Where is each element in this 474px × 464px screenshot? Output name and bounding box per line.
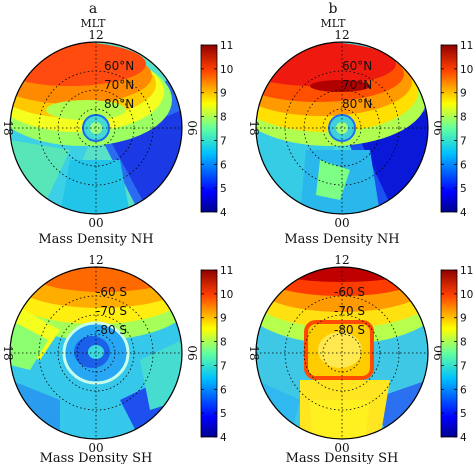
mlt-label-a: MLT — [80, 17, 106, 30]
latitude-label: -70 S — [96, 304, 127, 318]
latitude-label: 70°N — [104, 78, 134, 92]
colorbar-tick-label: 5 — [220, 408, 227, 420]
polar-plot-b-sh: 12 00 18 06 -60 S -70 S -80 S Mass Densi… — [247, 253, 473, 464]
colorbar-tick-label: 7 — [220, 360, 227, 372]
mlt-00: 00 — [88, 216, 103, 230]
colorbar — [200, 269, 218, 438]
colorbar-tick-label: 5 — [220, 183, 227, 195]
mlt-12: 12 — [88, 253, 103, 267]
colorbar — [200, 44, 218, 213]
grid-lines — [10, 267, 182, 439]
grid-lines — [256, 42, 428, 214]
polar-plot-b-nh: 12 00 18 06 60°N 70°N 80°N Mass Density … — [247, 28, 473, 247]
mlt-18: 18 — [247, 120, 261, 135]
colorbar-tick-label: 4 — [220, 207, 227, 219]
colorbar-tick-label: 6 — [220, 159, 227, 171]
colorbar-tick-label: 10 — [460, 64, 473, 76]
polar-plot-a-nh: 12 00 18 06 60°N 70°N 80°N Mass Density … — [1, 28, 233, 247]
mlt-12: 12 — [334, 253, 349, 267]
mlt-18: 18 — [1, 120, 15, 135]
colorbar-tick-label: 6 — [460, 159, 467, 171]
latitude-label: 60°N — [104, 59, 134, 73]
colorbar-tick-label: 9 — [460, 313, 467, 325]
mlt-18: 18 — [247, 345, 261, 360]
mlt-18: 18 — [1, 345, 15, 360]
mlt-06: 06 — [185, 120, 199, 135]
colorbar-tick-label: 7 — [220, 135, 227, 147]
colorbar-tick-label: 8 — [220, 112, 227, 124]
mlt-00: 00 — [88, 441, 103, 455]
colorbar-tick-label: 4 — [220, 432, 227, 444]
panel-title: Mass Density NH — [284, 232, 399, 247]
colorbar-tick-label: 5 — [460, 408, 467, 420]
colorbar-tick-label: 7 — [460, 135, 467, 147]
latitude-label: 60°N — [342, 59, 372, 73]
latitude-label: -70 S — [334, 304, 365, 318]
mlt-00: 00 — [334, 216, 349, 230]
colorbar-tick-label: 6 — [460, 384, 467, 396]
mlt-12: 12 — [334, 28, 349, 42]
colorbar-tick-label: 9 — [220, 88, 227, 100]
panel-letter-b: b — [329, 1, 338, 17]
latitude-label: 70°N — [342, 78, 372, 92]
colorbar-tick-label: 4 — [460, 432, 467, 444]
colorbar-tick-label: 10 — [220, 64, 233, 76]
colorbar-tick-label: 8 — [460, 337, 467, 349]
colorbar-tick-label: 9 — [220, 313, 227, 325]
colorbar-tick-label: 6 — [220, 384, 227, 396]
latitude-label: -80 S — [334, 323, 365, 337]
panel-letter-a: a — [89, 1, 97, 17]
colorbar-tick-label: 9 — [460, 88, 467, 100]
panel-title: Mass Density SH — [286, 451, 399, 464]
mlt-label-b: MLT — [320, 17, 346, 30]
latitude-label: 80°N — [342, 97, 372, 111]
panel-title: Mass Density SH — [40, 451, 153, 464]
latitude-label: 80°N — [104, 97, 134, 111]
colorbar-tick-label: 11 — [460, 40, 473, 52]
panel-title: Mass Density NH — [38, 232, 153, 247]
colorbar-tick-label: 10 — [220, 289, 233, 301]
colorbar-tick-label: 4 — [460, 207, 467, 219]
latitude-label: -80 S — [96, 323, 127, 337]
colorbar-tick-label: 11 — [220, 265, 233, 277]
grid-lines — [256, 267, 428, 439]
colorbar-tick-label: 7 — [460, 360, 467, 372]
latitude-label: -60 S — [334, 285, 365, 299]
colorbar — [440, 269, 458, 438]
colorbar-tick-label: 11 — [220, 40, 233, 52]
mlt-12: 12 — [88, 28, 103, 42]
colorbar — [440, 44, 458, 213]
colorbar-tick-label: 8 — [220, 337, 227, 349]
grid-lines — [10, 42, 182, 214]
colorbar-tick-label: 10 — [460, 289, 473, 301]
colorbar-tick-label: 11 — [460, 265, 473, 277]
polar-plot-a-sh: 12 00 18 06 -60 S -70 S -80 S Mass Densi… — [1, 253, 233, 464]
colorbar-tick-label: 5 — [460, 183, 467, 195]
mlt-06: 06 — [185, 345, 199, 360]
colorbar-tick-label: 8 — [460, 112, 467, 124]
mlt-00: 00 — [334, 441, 349, 455]
latitude-label: -60 S — [96, 285, 127, 299]
